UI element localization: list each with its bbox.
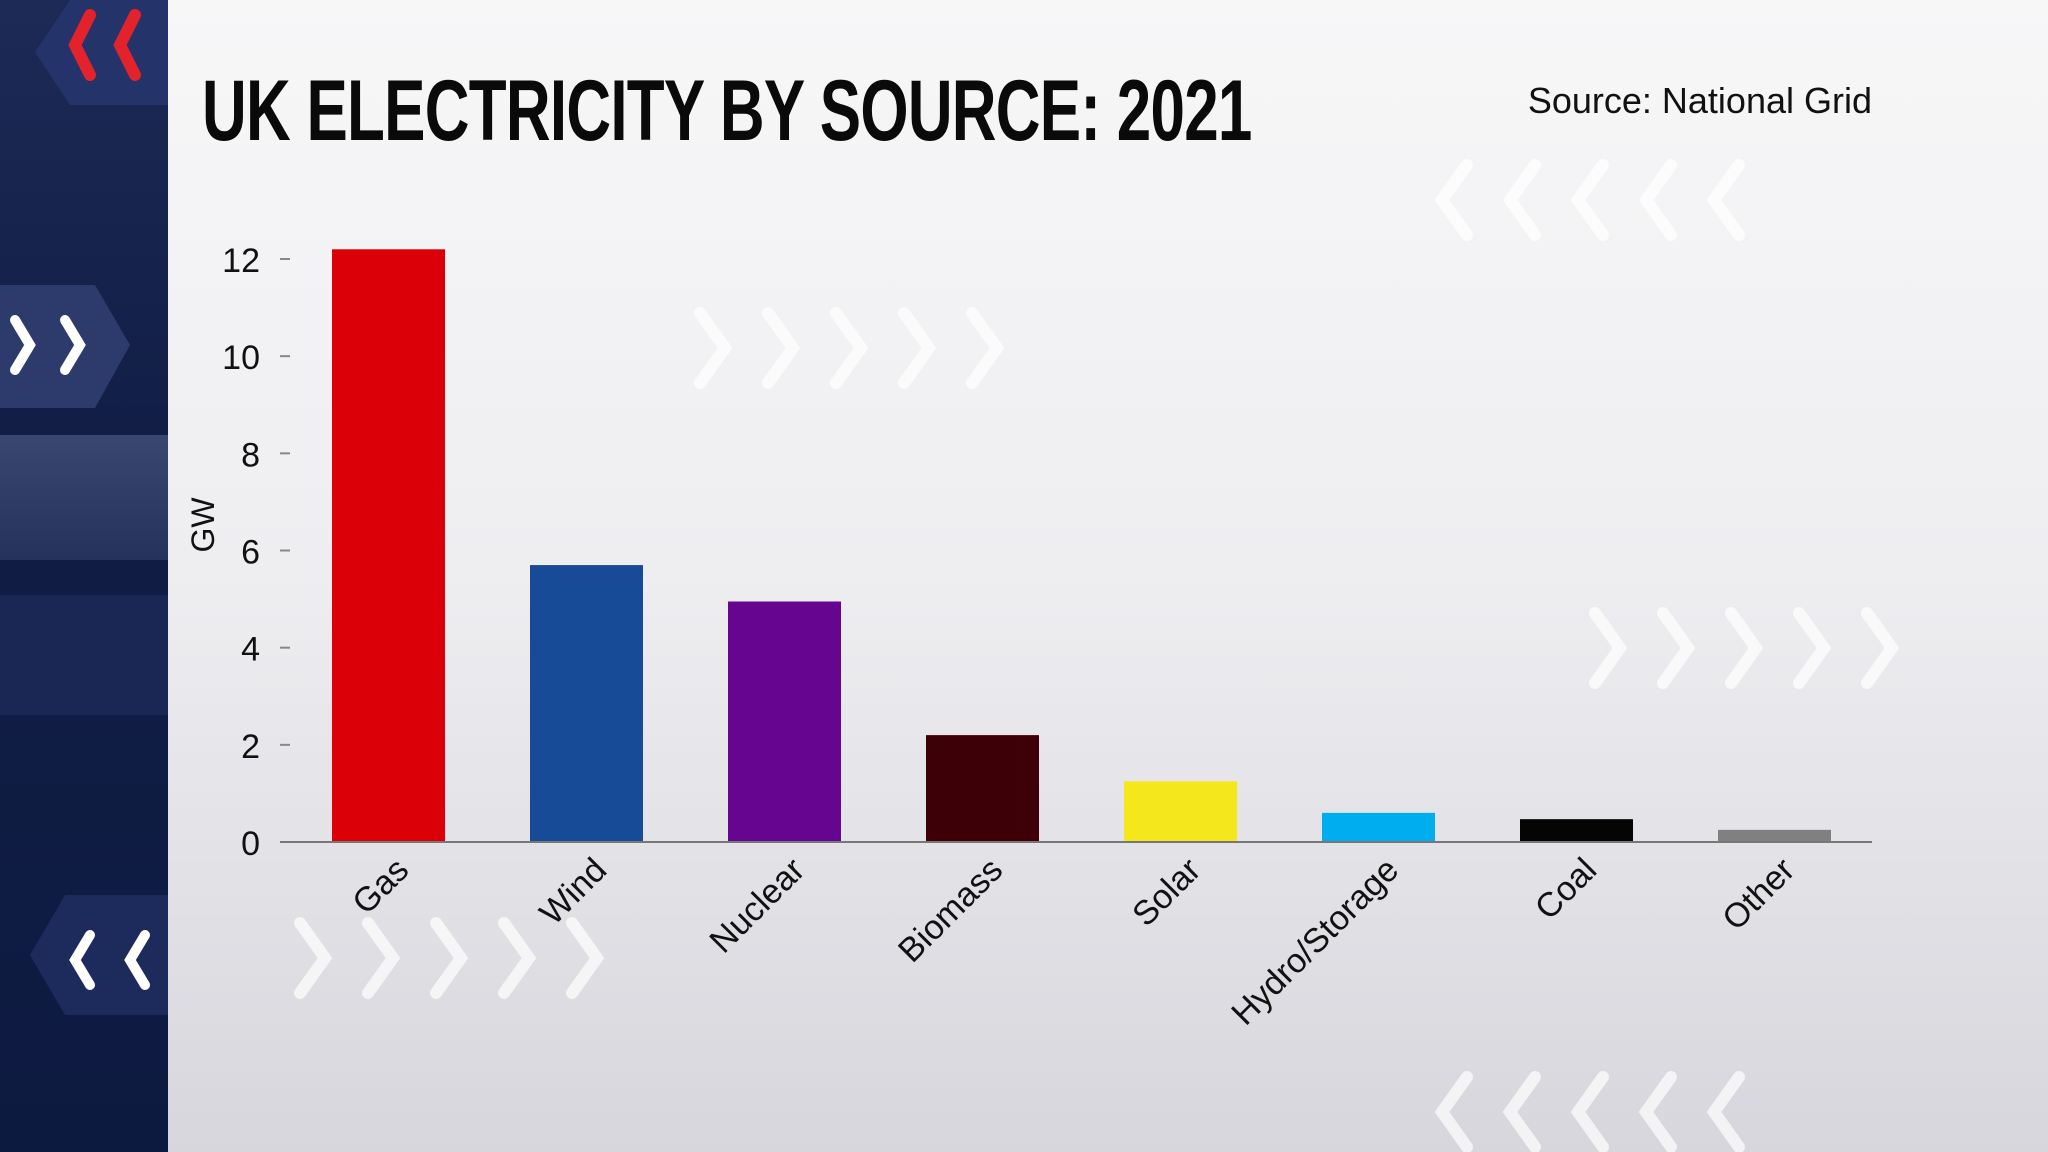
y-tick-label: 2 xyxy=(241,728,260,766)
chevron-left-icon xyxy=(1570,1071,1609,1152)
chevron-left-icon xyxy=(1434,1071,1473,1152)
x-tick-label: Gas xyxy=(345,851,416,922)
y-axis-label: GW xyxy=(185,497,221,553)
chevron-right-icon xyxy=(762,307,801,389)
chevron-left-icon xyxy=(1638,1071,1677,1152)
sidebar-tab xyxy=(30,895,168,1015)
x-tick-label: Biomass xyxy=(891,851,1010,970)
sidebar-decoration xyxy=(0,0,168,1152)
chevron-left-icon xyxy=(1434,159,1473,241)
x-tick-label: Other xyxy=(1715,851,1802,938)
bar-gas xyxy=(332,249,445,843)
bar-biomass xyxy=(926,735,1039,842)
bars xyxy=(332,249,1831,843)
bar-wind xyxy=(530,565,643,842)
sidebar-tab xyxy=(0,285,130,408)
y-axis: 0 2 4 6 8 10 12 xyxy=(222,242,290,863)
y-tick-label: 6 xyxy=(241,534,260,572)
x-tick-label: Solar xyxy=(1125,851,1208,934)
chevron-right-icon xyxy=(362,917,401,999)
chevron-right-icon xyxy=(498,917,537,999)
chevron-right-icon xyxy=(1725,607,1764,689)
x-axis-labels: Gas Wind Nuclear Biomass Solar Hydro/Storage C… xyxy=(345,851,1802,1033)
y-tick-label: 4 xyxy=(241,631,260,669)
chevron-right-icon xyxy=(1793,607,1832,689)
chevron-right-icon xyxy=(10,315,86,375)
bar-nuclear xyxy=(728,601,841,842)
bar-coal xyxy=(1520,819,1633,842)
y-tick-label: 10 xyxy=(222,339,260,377)
chevron-left-icon xyxy=(1502,159,1541,241)
chevron-left-icon xyxy=(68,9,141,81)
bar-hydro-storage xyxy=(1322,812,1435,842)
chevron-left-icon xyxy=(1706,1071,1745,1152)
chevron-left-icon xyxy=(1570,159,1609,241)
chevron-left-icon xyxy=(1638,159,1677,241)
sidebar-chevrons xyxy=(0,0,168,1015)
chevron-right-icon xyxy=(898,307,937,389)
x-tick-label: Coal xyxy=(1528,851,1604,927)
chevron-right-icon xyxy=(694,307,733,389)
background-chevrons xyxy=(294,159,1900,1152)
chevron-right-icon xyxy=(294,917,333,999)
y-tick-label: 0 xyxy=(241,825,260,863)
source-note: Source: National Grid xyxy=(1527,80,1872,121)
chevron-right-icon xyxy=(966,307,1005,389)
x-tick-label: Hydro/Storage xyxy=(1224,851,1406,1033)
page-title: UK ELECTRICITY BY SOURCE: 2021 xyxy=(202,63,1252,159)
chevron-right-icon xyxy=(430,917,469,999)
chevron-left-icon xyxy=(1502,1071,1541,1152)
chevron-left-icon xyxy=(1706,159,1745,241)
x-tick-label: Nuclear xyxy=(702,851,812,961)
chevron-right-icon xyxy=(1657,607,1696,689)
chevron-right-icon xyxy=(1861,607,1900,689)
y-tick-label: 12 xyxy=(222,242,260,280)
chevron-right-icon xyxy=(1589,607,1628,689)
sidebar-band xyxy=(0,435,168,560)
sidebar-band xyxy=(0,595,168,715)
chevron-left-icon xyxy=(69,930,150,990)
y-tick-label: 8 xyxy=(241,436,260,474)
bar-solar xyxy=(1124,781,1237,842)
bar-other xyxy=(1718,829,1831,842)
chevron-right-icon xyxy=(566,917,605,999)
chevron-right-icon xyxy=(830,307,869,389)
